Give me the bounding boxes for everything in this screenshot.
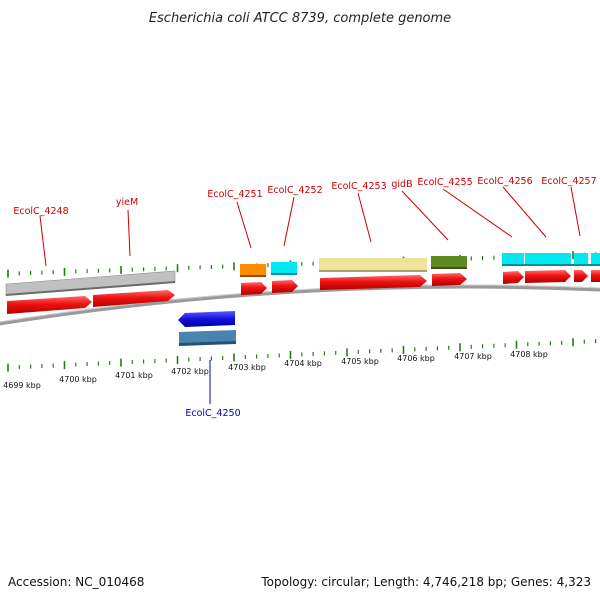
feature-block-EcolC_4257[interactable] (574, 253, 588, 265)
lower-ruler-ticks (7, 338, 597, 372)
gene-label-EcolC_4255[interactable]: EcolC_4255 (417, 177, 472, 188)
ruler-label: 4707 kbp (454, 352, 492, 361)
backbone-highlight (0, 284, 600, 323)
gene-label-EcolC_4248[interactable]: EcolC_4248 (13, 206, 68, 217)
gene-label-EcolC_4252[interactable]: EcolC_4252 (267, 185, 322, 196)
feature-block-EcolC_4251[interactable] (240, 264, 266, 276)
ruler-label: 4699 kbp (3, 381, 41, 390)
feature-blocks (5, 253, 600, 296)
cds-arrow-EcolC_4255[interactable] (503, 271, 524, 284)
leader-line (236, 201, 252, 249)
leader-line (283, 196, 295, 247)
cds-arrow-EcolC_4251[interactable] (241, 282, 267, 295)
genome-stats-text: Topology: circular; Length: 4,746,218 bp… (260, 575, 591, 589)
gene-label-EcolC_4253[interactable]: EcolC_4253 (331, 181, 386, 192)
leader-line (401, 190, 449, 241)
cds-arrow-gidB[interactable] (432, 273, 467, 286)
ruler-label: 4706 kbp (397, 354, 435, 363)
ruler-label: 4705 kbp (341, 357, 379, 366)
feature-block-shadow (179, 341, 236, 346)
accession-text: Accession: NC_010468 (8, 575, 144, 589)
feature-block-EcolC_4256[interactable] (525, 253, 571, 265)
gene-label-yieM[interactable]: yieM (116, 197, 138, 208)
cds-arrow-EcolC_4250[interactable] (178, 311, 235, 327)
gene-label-gidB[interactable]: gidB (391, 179, 412, 190)
genome-title: Escherichia coli ATCC 8739, complete gen… (149, 11, 451, 26)
gene-label-EcolC_4251[interactable]: EcolC_4251 (207, 189, 262, 200)
feature-block-EcolC_4250[interactable] (179, 330, 236, 345)
feature-block-shadow (271, 273, 297, 275)
cds-arrow-EcolC_4256[interactable] (525, 270, 571, 283)
ruler-label: 4702 kbp (171, 367, 209, 376)
feature-block-shadow (6, 281, 175, 296)
feature-block-shadow (431, 267, 467, 269)
ruler-label: 4708 kbp (510, 350, 548, 359)
ruler-label: 4701 kbp (115, 371, 153, 380)
cds-arrow-partial[interactable] (591, 270, 600, 282)
feature-block-EcolC_4252[interactable] (271, 262, 297, 274)
forward-cds-arrows (7, 270, 600, 314)
leader-line (570, 186, 581, 237)
feature-block-partial[interactable] (591, 253, 600, 265)
cds-arrow-EcolC_4253[interactable] (320, 275, 427, 290)
gene-label-EcolC_4250[interactable]: EcolC_4250 (185, 408, 240, 419)
leader-line (357, 192, 372, 243)
ruler-label: 4704 kbp (284, 359, 322, 368)
reverse-cds (178, 311, 236, 346)
leader-line (442, 188, 513, 238)
genome-backbone (0, 284, 600, 326)
feature-block-EcolC_4253[interactable] (319, 258, 427, 271)
cds-arrow-EcolC_4248[interactable] (7, 296, 92, 314)
ruler-labels: 4699 kbp 4700 kbp 4701 kbp 4702 kbp 4703… (3, 350, 548, 390)
cds-arrow-yieM[interactable] (93, 290, 175, 307)
leader-line (39, 215, 47, 267)
feature-block-shadow (502, 264, 600, 266)
cds-arrow-EcolC_4252[interactable] (272, 280, 298, 293)
cds-arrow-EcolC_4257[interactable] (574, 270, 588, 282)
feature-block-shadow (319, 270, 427, 272)
feature-block-EcolC_4255[interactable] (502, 253, 524, 265)
label-leaders (39, 186, 581, 267)
gene-label-EcolC_4256[interactable]: EcolC_4256 (477, 176, 532, 187)
ruler-label: 4700 kbp (59, 375, 97, 384)
feature-block-gidB[interactable] (431, 256, 467, 268)
leader-line (502, 186, 547, 238)
ruler-label: 4703 kbp (228, 363, 266, 372)
leader-line (127, 209, 131, 257)
gene-label-EcolC_4257[interactable]: EcolC_4257 (541, 176, 596, 187)
feature-block-shadow (240, 275, 266, 277)
gene-labels: EcolC_4248 yieM EcolC_4250 EcolC_4251 Ec… (13, 176, 596, 419)
